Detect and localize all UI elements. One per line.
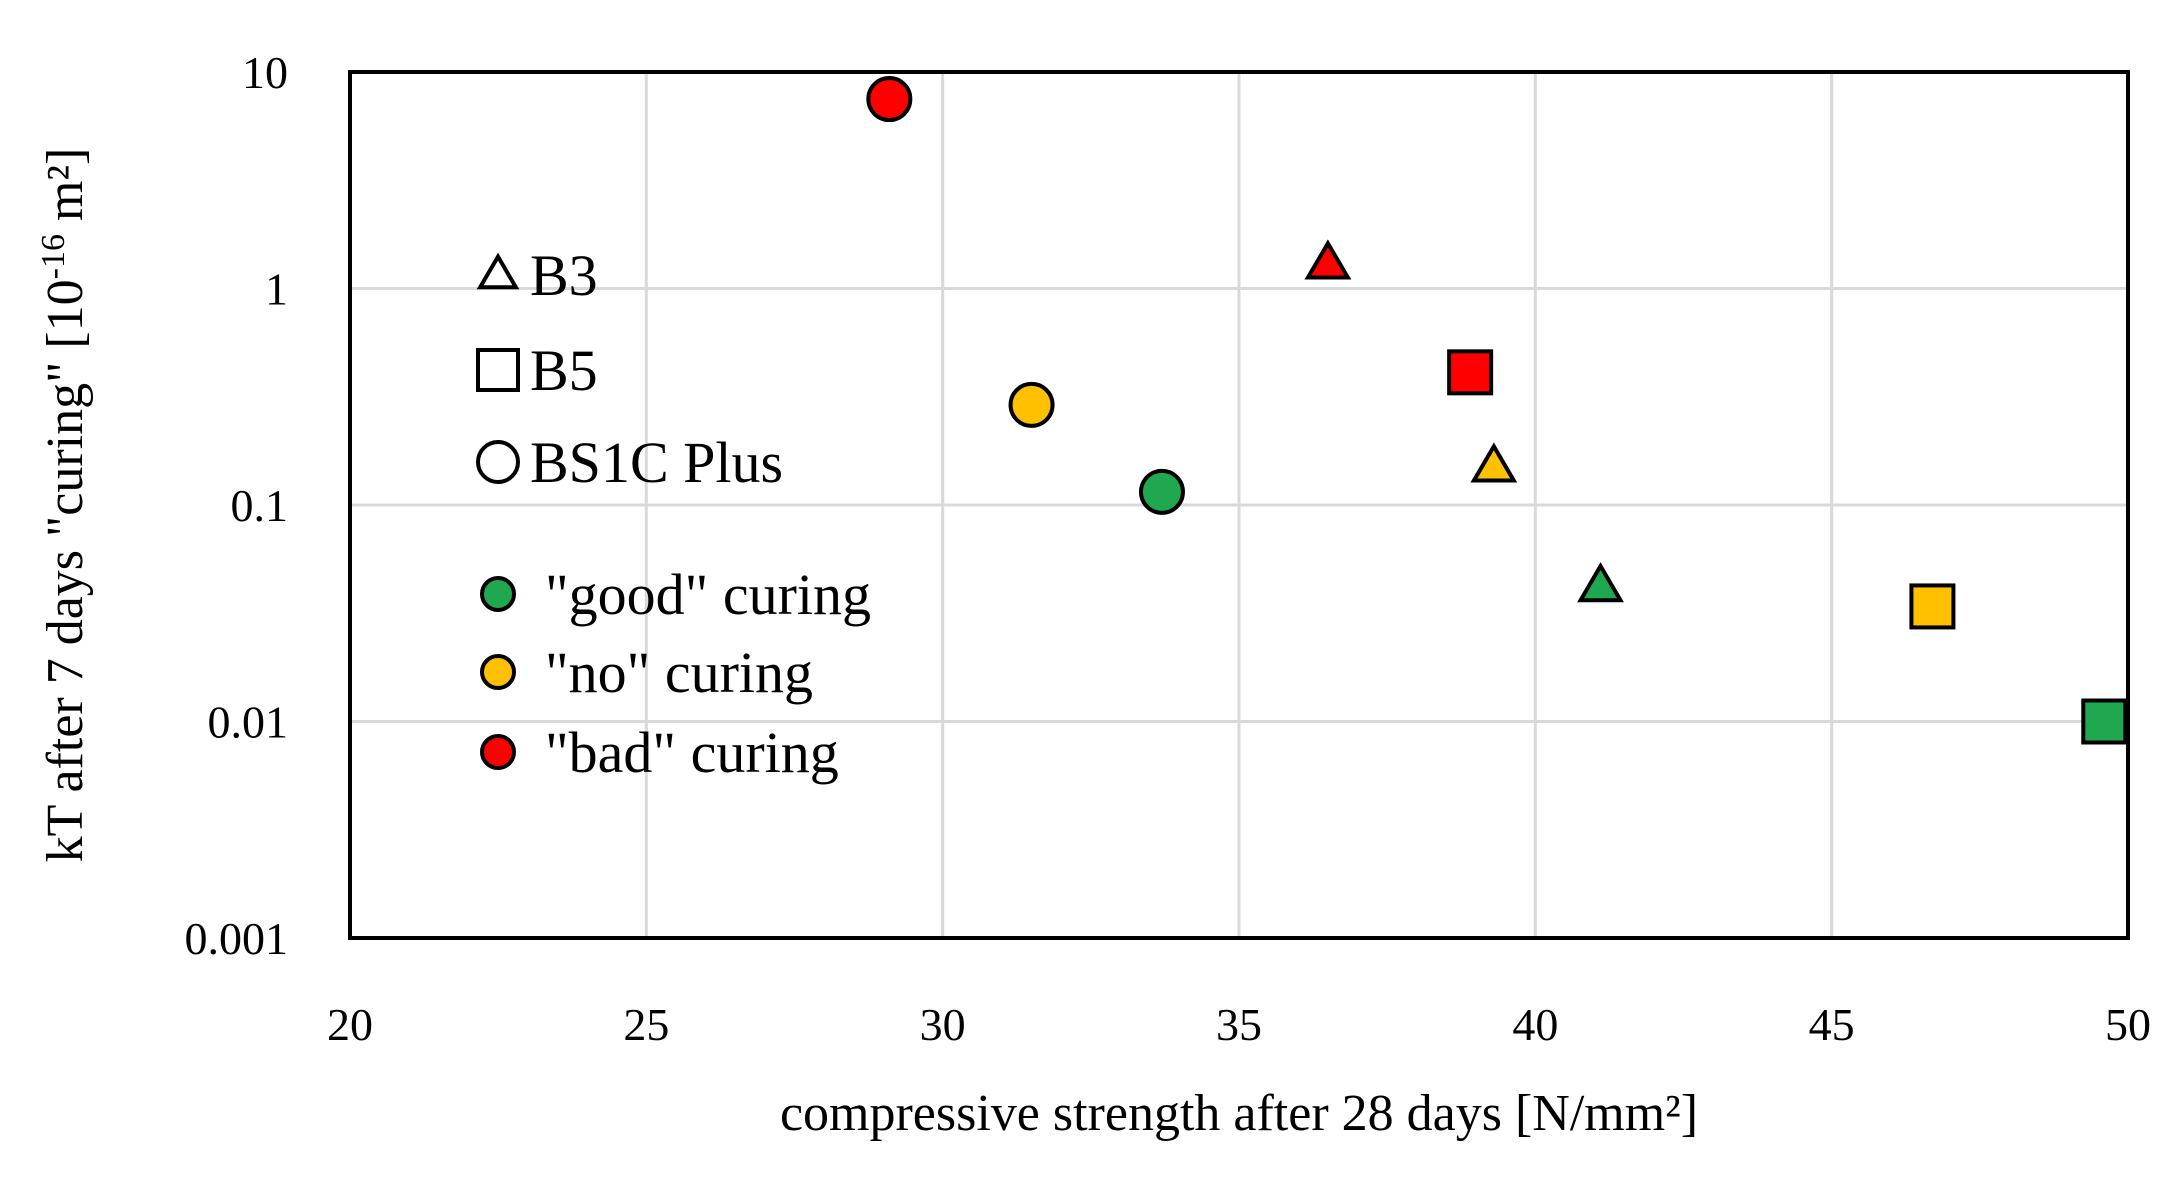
point-triangle-no xyxy=(1470,442,1518,483)
y-tick-label: 0.01 xyxy=(208,697,289,748)
point-square-no xyxy=(1909,583,1956,630)
legend-triangle-icon xyxy=(476,252,520,290)
grid-lines xyxy=(350,72,2128,938)
x-tick-label: 45 xyxy=(1809,999,1855,1050)
legend-no-curing-dot xyxy=(480,654,516,690)
plot-area-frame xyxy=(348,70,2130,940)
y-axis-title-tail: m²] xyxy=(37,148,94,234)
point-triangle-good xyxy=(1577,562,1624,603)
x-axis-title: compressive strength after 28 days [N/mm… xyxy=(780,1085,1698,1142)
legend-square-icon xyxy=(476,348,520,392)
x-tick-label: 35 xyxy=(1216,999,1262,1050)
y-tick-label: 10 xyxy=(242,47,288,98)
y-tick-label: 0.001 xyxy=(185,913,289,964)
point-circle-bad xyxy=(866,76,913,123)
legend-good-curing-dot xyxy=(480,576,516,612)
legend: B3 B5 BS1C Plus "good" curing "no" curing "ba… xyxy=(476,243,871,785)
x-tick-label: 25 xyxy=(623,999,669,1050)
legend-color-label: "good" curing xyxy=(545,562,871,627)
y-tick-label: 1 xyxy=(265,264,288,315)
y-axis-ticks: 0.001 0.01 0.1 1 10 xyxy=(185,47,289,964)
legend-color-label: "no" curing xyxy=(545,640,813,705)
data-points xyxy=(866,76,2128,745)
point-triangle-bad xyxy=(1304,239,1352,280)
y-axis-title-main: kT after 7 days "curing" [10 xyxy=(37,279,94,862)
y-axis-title: kT after 7 days "curing" [10-16 m²] xyxy=(35,148,94,863)
legend-color-label: "bad" curing xyxy=(545,720,839,785)
legend-shape-label: BS1C Plus xyxy=(530,430,783,495)
x-tick-label: 50 xyxy=(2105,999,2151,1050)
point-square-bad xyxy=(1447,349,1494,396)
point-square-good xyxy=(2081,698,2128,745)
legend-circle-icon xyxy=(476,440,520,484)
legend-shape-label: B5 xyxy=(530,338,598,403)
x-tick-label: 30 xyxy=(920,999,966,1050)
x-tick-label: 40 xyxy=(1512,999,1558,1050)
point-circle-no xyxy=(1008,381,1055,428)
x-axis-ticks: 20 25 30 35 40 45 50 xyxy=(327,999,2151,1050)
y-axis-title-superscript: -16 xyxy=(35,234,72,279)
legend-shape-label: B3 xyxy=(530,243,598,308)
legend-bad-curing-dot xyxy=(480,734,516,770)
point-circle-good xyxy=(1138,468,1185,515)
y-tick-label: 0.1 xyxy=(231,480,289,531)
x-tick-label: 20 xyxy=(327,999,373,1050)
